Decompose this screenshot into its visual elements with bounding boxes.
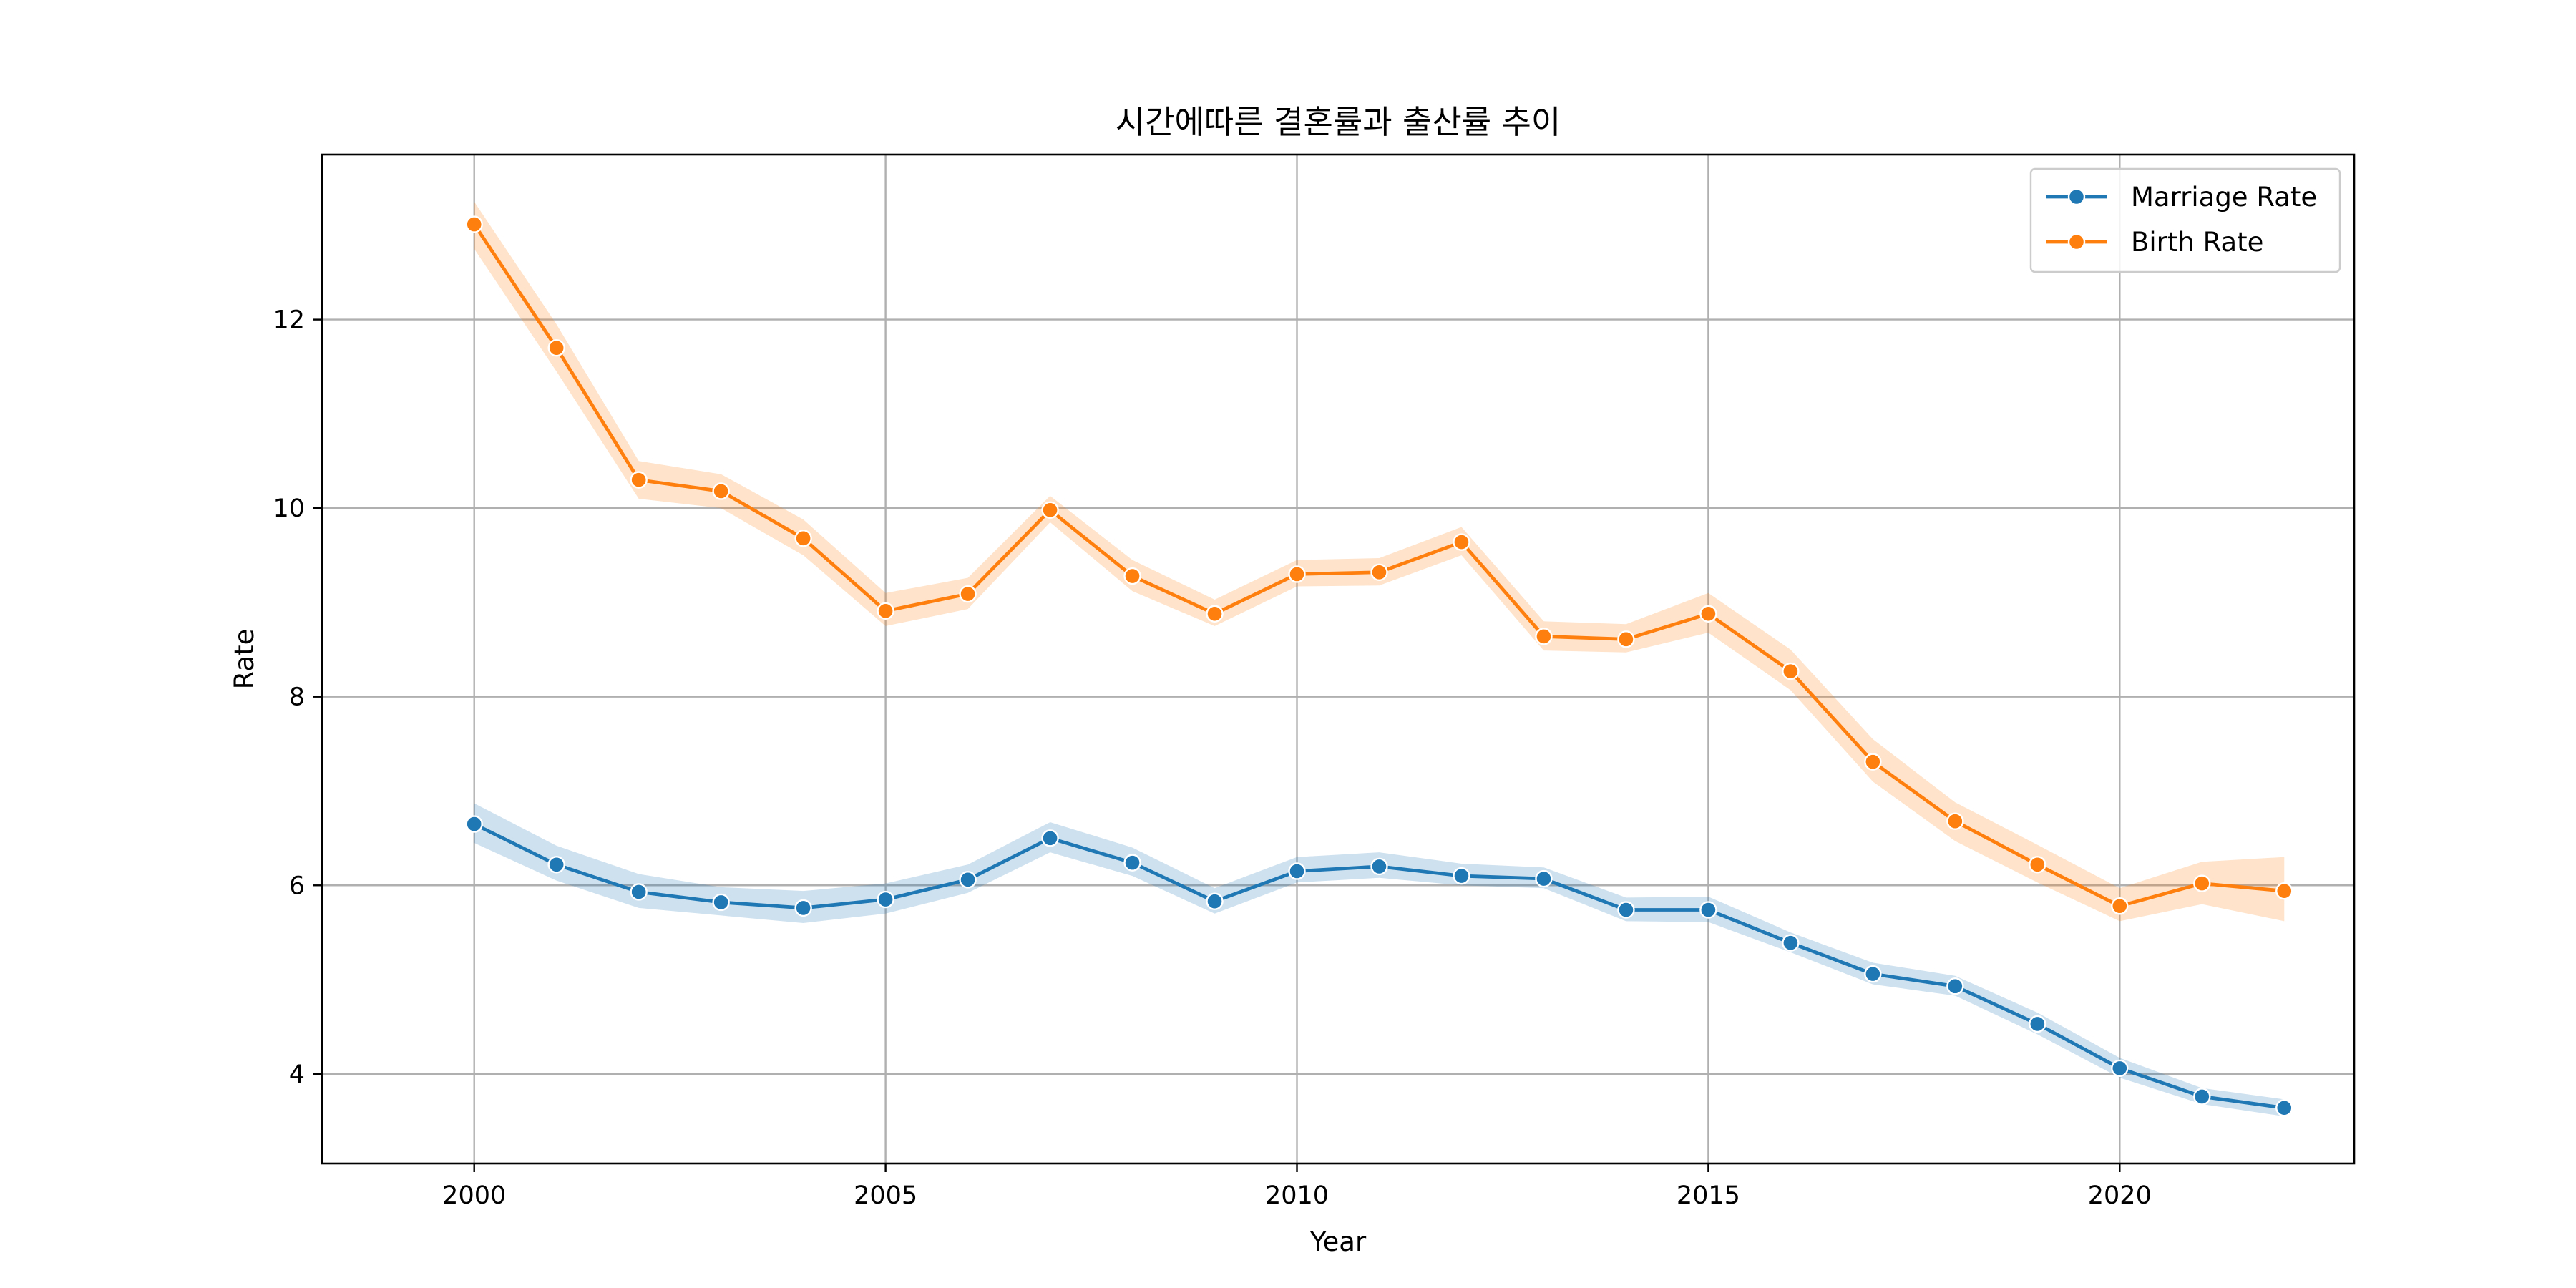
- birth-rate-point: [1288, 565, 1306, 583]
- y-tick-label: 12: [273, 306, 305, 335]
- x-tick-label: 2020: [2088, 1181, 2152, 1210]
- birth-rate-point: [877, 602, 894, 620]
- birth-rate-point: [1946, 812, 1964, 830]
- marriage-rate-point: [877, 890, 894, 909]
- x-tick-label: 2005: [854, 1181, 917, 1210]
- marriage-rate-point: [794, 899, 812, 917]
- marriage-rate-point: [1617, 901, 1635, 919]
- y-tick-label: 6: [289, 872, 305, 900]
- y-tick-label: 4: [289, 1060, 305, 1089]
- marriage-rate-point: [1535, 869, 1553, 888]
- y-tick-label: 10: [273, 494, 305, 523]
- chart-title: 시간에따른 결혼률과 출산률 추이: [1116, 103, 1561, 141]
- series-points: [465, 215, 2293, 1117]
- ticks: 2000 2005 2010 2015 2020 4 6 8 10 12: [273, 306, 2151, 1210]
- birth-rate-point: [1123, 567, 1141, 585]
- legend-birth-label: Birth Rate: [2131, 227, 2263, 258]
- marriage-rate-point: [2111, 1059, 2129, 1078]
- marriage-rate-point: [2275, 1099, 2293, 1117]
- x-tick-label: 2015: [1677, 1181, 1740, 1210]
- birth-rate-point: [1864, 753, 1882, 771]
- marriage-rate-point: [1288, 862, 1306, 880]
- plot-frame: [321, 153, 2356, 1165]
- x-tick-label: 2010: [1265, 1181, 1329, 1210]
- marriage-rate-point: [1041, 829, 1059, 847]
- birth-rate-point: [959, 585, 977, 603]
- birth-rate-point: [1617, 630, 1635, 648]
- birth-rate-point: [1699, 605, 1717, 623]
- birth-rate-point: [2275, 882, 2293, 900]
- legend-marriage-marker: [2067, 187, 2086, 206]
- legend-box: [2029, 167, 2341, 273]
- confidence-bands: [474, 201, 2285, 1117]
- marriage-rate-point: [1782, 934, 1800, 952]
- birth-rate-point: [2111, 897, 2129, 915]
- birth-rate-point: [465, 215, 483, 233]
- marriage-rate-point: [2193, 1088, 2211, 1106]
- birth-rate-point: [1782, 662, 1800, 680]
- birth-rate-point: [794, 530, 812, 547]
- marriage-rate-confidence-band: [474, 803, 2285, 1117]
- birth-rate-point: [1041, 501, 1059, 519]
- marriage-rate-point: [1206, 892, 1224, 910]
- y-tick-label: 8: [289, 683, 305, 712]
- x-axis-label: Year: [1309, 1226, 1367, 1257]
- birth-rate-point: [630, 471, 648, 489]
- marriage-rate-point: [1370, 857, 1388, 876]
- marriage-rate-point: [1946, 977, 1964, 995]
- legend-marriage-label: Marriage Rate: [2131, 182, 2317, 213]
- marriage-rate-point: [2029, 1015, 2046, 1033]
- birth-rate-point: [1370, 563, 1388, 581]
- y-axis-label: Rate: [229, 629, 260, 690]
- marriage-rate-point: [630, 883, 648, 901]
- grid: [322, 155, 2354, 1163]
- marriage-rate-point: [959, 871, 977, 889]
- marriage-rate-point: [1864, 965, 1882, 983]
- marriage-rate-point: [1453, 867, 1470, 885]
- birth-rate-point: [547, 338, 565, 357]
- x-tick-label: 2000: [442, 1181, 506, 1210]
- birth-rate-point: [1453, 533, 1470, 551]
- legend: Marriage Rate Birth Rate: [2029, 167, 2341, 273]
- birth-rate-point: [712, 482, 730, 500]
- birth-rate-confidence-band: [474, 201, 2285, 922]
- marriage-rate-point: [1699, 901, 1717, 919]
- birth-rate-point: [1206, 605, 1224, 623]
- legend-birth-marker: [2067, 233, 2086, 251]
- marriage-rate-point: [712, 893, 730, 912]
- marriage-rate-point: [547, 856, 565, 874]
- birth-rate-point: [2029, 856, 2046, 874]
- marriage-rate-point: [465, 815, 483, 833]
- birth-rate-point: [1535, 628, 1553, 645]
- birth-rate-point: [2193, 874, 2211, 892]
- marriage-rate-point: [1123, 854, 1141, 872]
